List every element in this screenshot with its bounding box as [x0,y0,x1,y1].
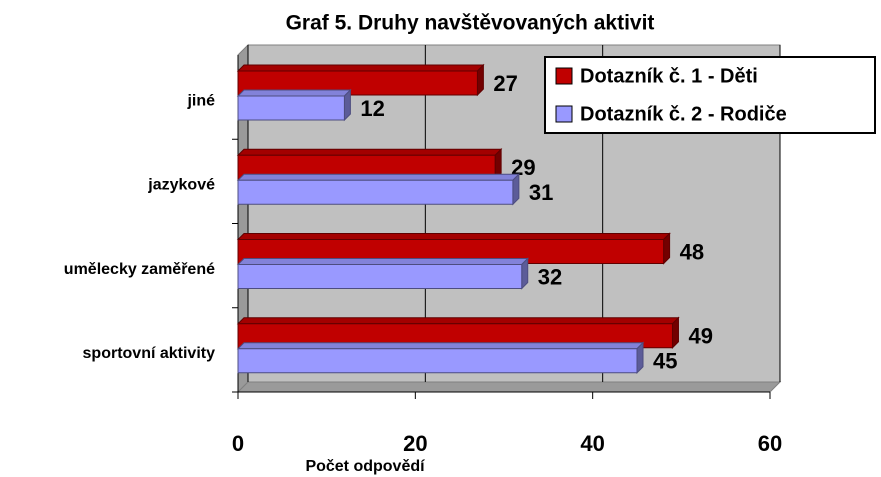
x-tick-label: 60 [758,431,782,456]
bar-side [512,173,520,206]
bar-front [237,95,345,121]
value-label: 32 [538,264,562,289]
legend-label: Dotazník č. 2 - Rodiče [580,103,787,125]
bar-side [343,88,351,122]
value-label: 48 [680,239,704,264]
bar-top [236,233,671,240]
x-tick-label: 0 [232,431,244,456]
y-tick-label: sportovní aktivity [83,345,216,362]
bar-front [237,348,638,374]
bar [236,173,521,206]
bar-top [236,342,645,350]
bar-top [236,148,503,156]
value-label: 12 [360,96,384,121]
floor [236,381,782,393]
bar-top [236,258,529,265]
legend-label: Dotazník č. 1 - Děti [580,65,758,87]
bar-front [237,179,514,205]
value-label: 31 [529,180,553,205]
bar-side [521,257,529,290]
bar [236,257,529,290]
x-tick-label: 40 [580,431,604,456]
bar-top [236,317,680,325]
bar [236,341,645,374]
bar-top [236,89,352,97]
legend-swatch [555,67,573,85]
y-tick-label: umělecky zaměřené [64,261,215,278]
value-label: 27 [493,71,517,96]
legend-swatch [555,105,573,123]
value-label: 45 [653,349,677,374]
bar-top [236,64,485,72]
bar-front [237,264,523,289]
y-tick-label: jazykové [147,177,215,194]
bar-side [636,341,644,374]
chart-title: Graf 5. Druhy navštěvovaných aktivit [286,12,655,35]
bar-side [663,232,671,265]
y-tick-label: jiné [186,92,215,109]
bar-top [236,173,521,181]
legend-box [544,56,876,134]
bar [236,88,352,122]
x-axis-title: Počet odpovědí [305,458,425,475]
bar-side [476,63,484,97]
bar [236,63,485,97]
value-label: 49 [688,324,712,349]
x-tick-label: 20 [403,431,427,456]
bar-side [671,316,679,349]
